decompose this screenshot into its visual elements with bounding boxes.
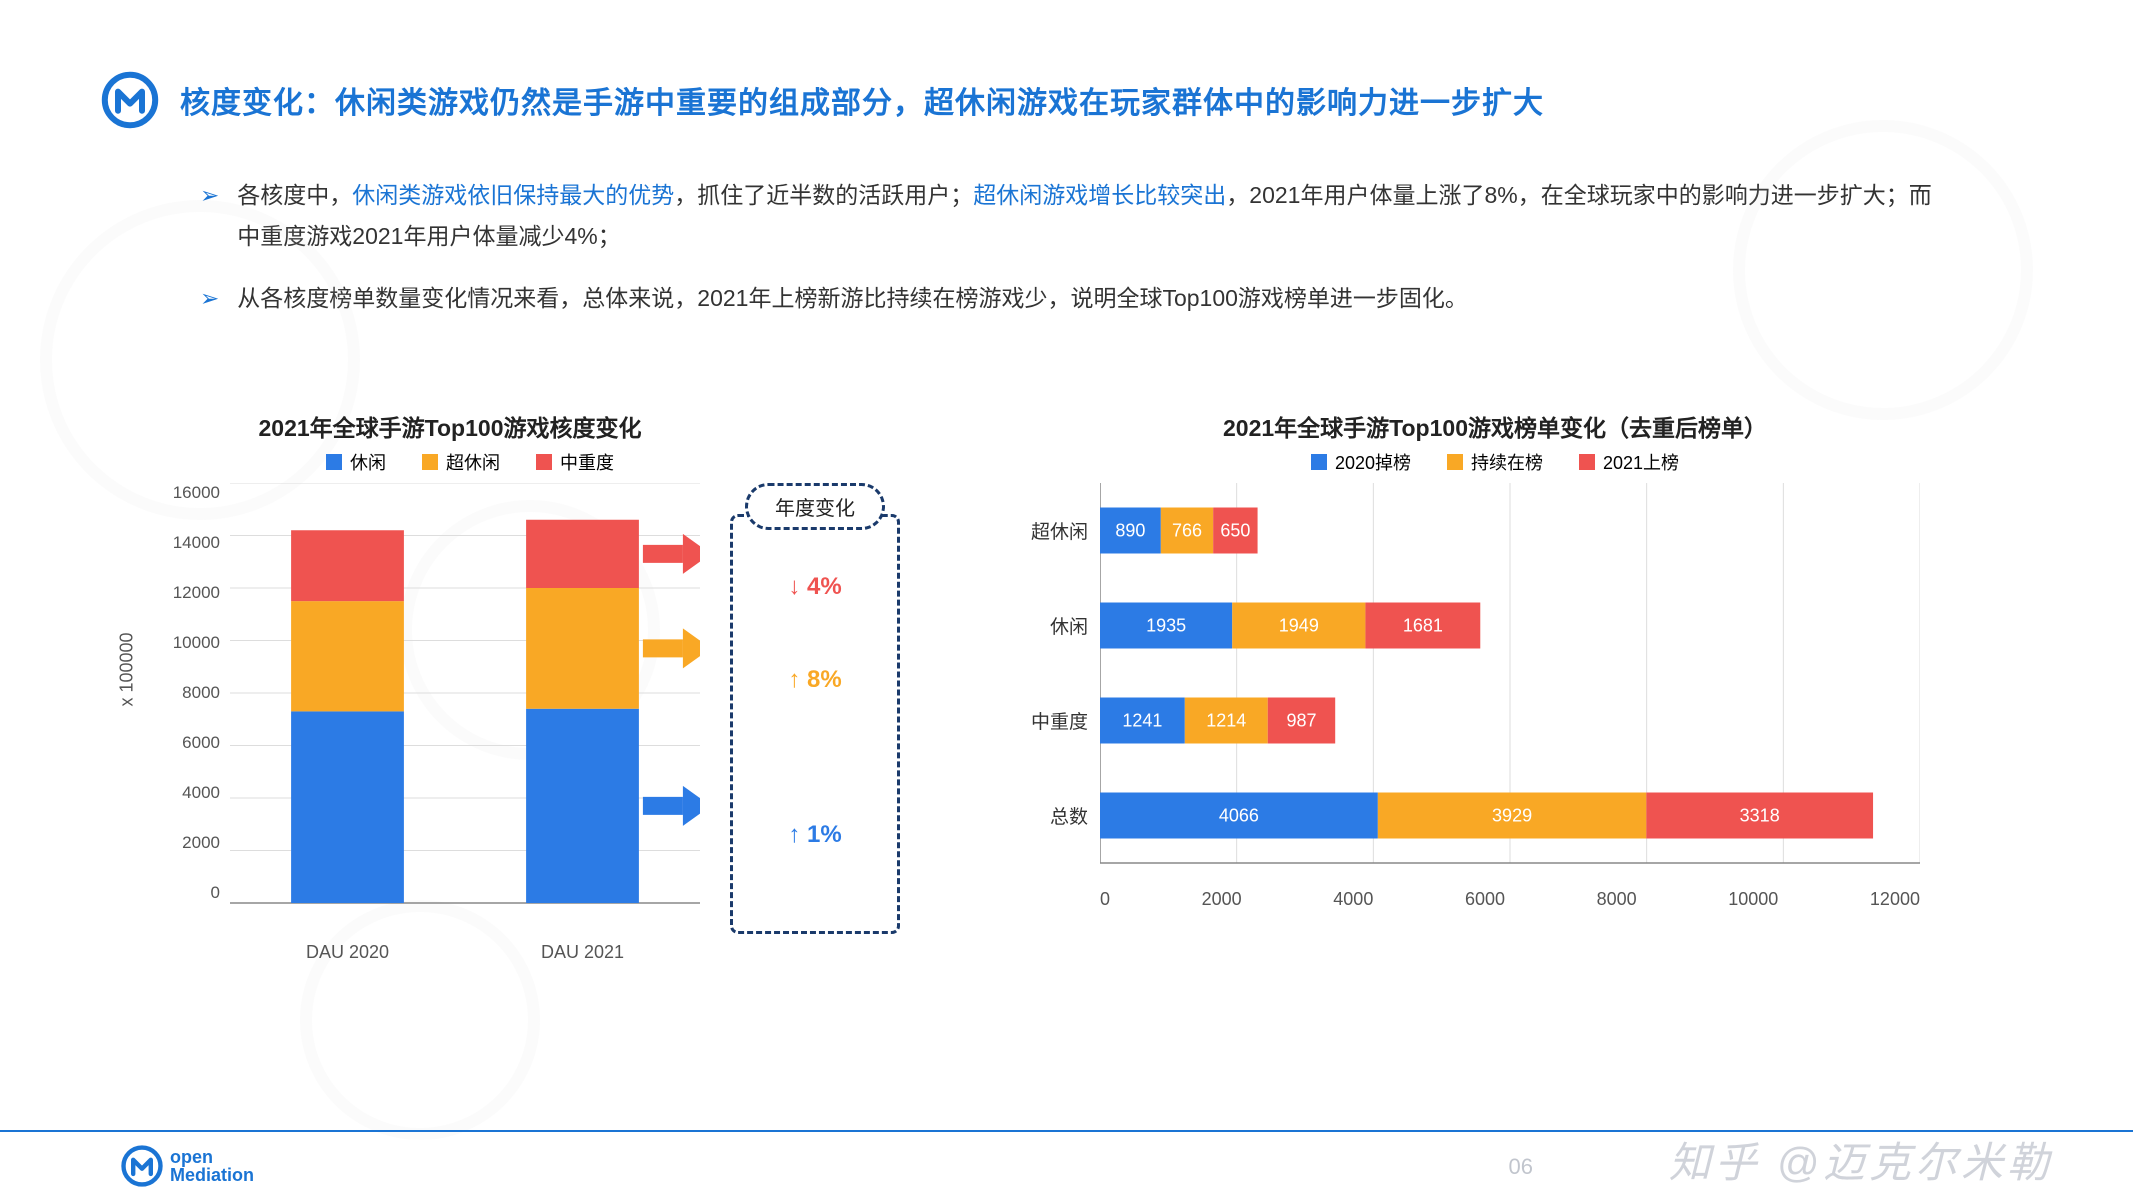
svg-text:1241: 1241	[1122, 711, 1162, 731]
footer-brand-line2: Mediation	[170, 1166, 254, 1184]
brand-logo-icon	[120, 1144, 164, 1188]
page-title: 核度变化：休闲类游戏仍然是手游中重要的组成部分，超休闲游戏在玩家群体中的影响力进…	[180, 78, 1544, 122]
stacked-bar-chart: 2021年全球手游Top100游戏核度变化 x 100000 休闲超休闲中重度 …	[120, 409, 1000, 963]
svg-text:1935: 1935	[1146, 616, 1186, 636]
svg-text:1949: 1949	[1279, 616, 1319, 636]
chart-title: 2021年全球手游Top100游戏榜单变化（去重后榜单）	[1010, 409, 1980, 443]
footer-brand: open Mediation	[120, 1144, 254, 1188]
chart-plot	[230, 483, 700, 923]
bullet-item: ➢ 各核度中，休闲类游戏依旧保持最大的优势，抓住了近半数的活跃用户；超休闲游戏增…	[200, 175, 1953, 258]
y-axis: 超休闲休闲中重度总数	[1010, 483, 1100, 863]
svg-text:1214: 1214	[1206, 711, 1246, 731]
horizontal-stacked-bar-chart: 2021年全球手游Top100游戏榜单变化（去重后榜单） 2020掉榜持续在榜2…	[1010, 409, 1980, 963]
svg-text:766: 766	[1172, 521, 1202, 541]
svg-text:3929: 3929	[1492, 806, 1532, 826]
page-number: 06	[1509, 1154, 1533, 1180]
svg-text:1681: 1681	[1403, 616, 1443, 636]
x-axis: DAU 2020DAU 2021	[230, 934, 700, 963]
chart-legend: 休闲超休闲中重度	[160, 449, 1000, 475]
y-axis-label: x 100000	[117, 633, 138, 707]
annual-change-box: 年度变化 ↓ 4%↑ 8%↑ 1%	[730, 483, 900, 934]
chart-legend: 2020掉榜持续在榜2021上榜	[1010, 449, 1980, 475]
svg-text:3318: 3318	[1740, 806, 1780, 826]
footer-brand-line1: open	[170, 1148, 254, 1166]
bullet-item: ➢ 从各核度榜单数量变化情况来看，总体来说，2021年上榜新游比持续在榜游戏少，…	[200, 278, 1953, 319]
chart-plot: 890 766 650 1935 1949 1681 1241 1214 987 4066 3929…	[1100, 483, 1920, 883]
header: 核度变化：休闲类游戏仍然是手游中重要的组成部分，超休闲游戏在玩家群体中的影响力进…	[0, 0, 2133, 150]
svg-text:650: 650	[1220, 521, 1250, 541]
annual-change-label: 年度变化	[745, 483, 885, 530]
y-axis: 0200040006000800010000120001400016000	[160, 483, 230, 903]
svg-text:987: 987	[1286, 711, 1316, 731]
svg-text:4066: 4066	[1219, 806, 1259, 826]
chart-title: 2021年全球手游Top100游戏核度变化	[120, 409, 1000, 443]
svg-text:890: 890	[1115, 521, 1145, 541]
brand-logo-icon	[100, 70, 160, 130]
x-axis: 020004000600080001000012000	[1100, 883, 1920, 910]
watermark: 知乎 @迈克尔米勒	[1669, 1129, 2053, 1190]
